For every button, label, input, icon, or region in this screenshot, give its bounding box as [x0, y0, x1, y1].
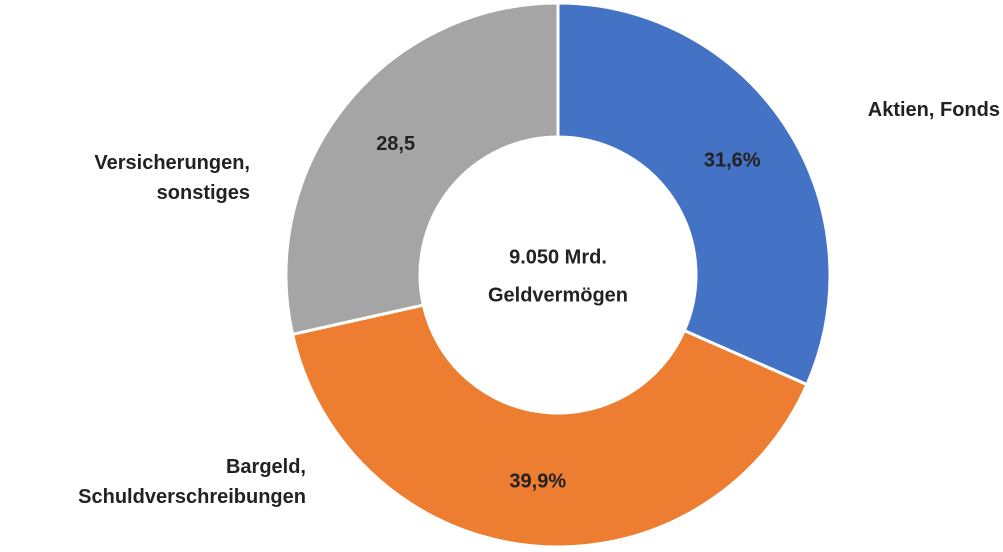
donut-slice	[290, 303, 809, 549]
category-label: Versicherungen, sonstiges	[94, 152, 250, 204]
category-label: Bargeld, Schuldverschreibungen	[78, 456, 306, 508]
value-label: 39,9%	[509, 470, 566, 492]
center-label: Geldvermögen	[488, 284, 628, 306]
category-label: Aktien, Fonds	[867, 99, 1000, 121]
value-label: 31,6%	[704, 150, 761, 172]
center-label: 9.050 Mrd.	[509, 246, 607, 268]
donut-slice	[556, 1, 832, 387]
donut-slice	[284, 1, 560, 337]
value-label: 28,5	[376, 133, 415, 155]
